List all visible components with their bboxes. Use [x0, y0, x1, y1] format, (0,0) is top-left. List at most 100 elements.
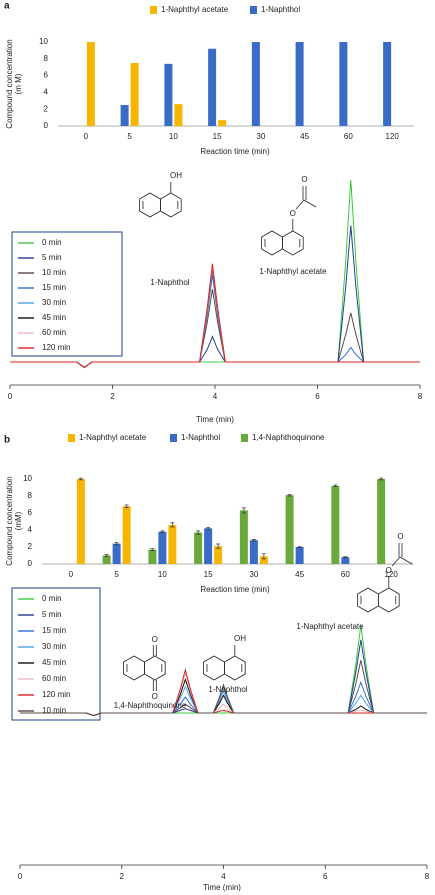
x-tick-label: 8: [425, 872, 430, 881]
x-tick-label: 4: [221, 872, 226, 881]
legend-label: 1-Naphthyl acetate: [161, 5, 229, 14]
bar: [76, 479, 85, 564]
bar: [251, 42, 260, 126]
x-tick-label: 30: [256, 132, 265, 141]
legend-label: 0 min: [42, 238, 62, 247]
y-tick-label: 0: [28, 559, 33, 568]
bar: [295, 42, 304, 126]
x-tick-label: 120: [385, 132, 399, 141]
legend-label: 15 min: [42, 283, 66, 292]
error-bar: [297, 546, 302, 548]
x-tick-label: 6: [323, 872, 328, 881]
error-bar: [216, 543, 221, 549]
molecule-bond: [295, 199, 305, 210]
legend-box: [11, 587, 101, 721]
error-bar: [78, 477, 83, 481]
error-bar: [150, 548, 155, 551]
molecule-ring: [144, 655, 166, 681]
legend-label: 30 min: [42, 642, 66, 651]
legend-label: 10 min: [42, 268, 66, 277]
legend-swatch: [250, 6, 257, 14]
legend-label: 1-Naphthol: [181, 433, 220, 442]
annotation: 1-Naphthyl acetate: [259, 267, 327, 276]
bar: [168, 524, 177, 564]
bar: [158, 531, 167, 564]
bar: [218, 120, 227, 126]
x-axis-label: Time (min): [196, 415, 234, 424]
bar: [122, 506, 131, 564]
y-tick-label: 6: [44, 71, 49, 80]
error-bar: [241, 507, 246, 514]
x-tick-label: 45: [295, 570, 304, 579]
y-axis-label: (mM): [14, 511, 23, 530]
molecule-bond: [303, 199, 317, 208]
x-tick-label: 6: [315, 392, 320, 401]
legend-swatch: [68, 434, 75, 442]
trace: [10, 263, 420, 369]
x-tick-label: 0: [18, 872, 23, 881]
error-bar: [251, 539, 256, 542]
molecule-ring: [378, 587, 400, 613]
panel-label: a: [4, 1, 10, 12]
atom-label: O: [152, 635, 158, 644]
x-tick-label: 2: [120, 872, 125, 881]
error-bar: [196, 530, 201, 535]
error-bar: [343, 556, 348, 558]
molecule-bond: [399, 556, 413, 565]
error-bar: [104, 554, 109, 557]
legend-label: 10 min: [42, 706, 66, 715]
atom-label: O: [386, 566, 392, 575]
y-tick-label: 6: [28, 508, 33, 517]
legend-swatch: [150, 6, 157, 14]
error-bar: [333, 484, 338, 487]
legend-box: [11, 231, 123, 357]
x-tick-label: 45: [300, 132, 309, 141]
bar: [102, 555, 111, 564]
y-axis-label: Compound concentration: [5, 39, 14, 128]
atom-label: O: [397, 532, 403, 541]
legend-label: 1,4-Naphthoquinone: [252, 433, 325, 442]
trace: [20, 660, 427, 717]
legend-label: 45 min: [42, 658, 66, 667]
bar: [295, 547, 304, 564]
y-tick-label: 8: [44, 54, 49, 63]
x-tick-label: 4: [213, 392, 218, 401]
bar: [239, 510, 248, 564]
x-tick-label: 10: [169, 132, 178, 141]
x-tick-label: 60: [341, 570, 350, 579]
error-bar: [206, 527, 211, 530]
panel-label: b: [4, 435, 10, 446]
bar: [331, 485, 340, 564]
x-axis-label: Reaction time (min): [200, 147, 270, 156]
legend-label: 5 min: [42, 610, 62, 619]
legend-label: 15 min: [42, 626, 66, 635]
annotation: 1,4-Naphthoquinone: [114, 701, 187, 710]
legend-label: 0 min: [42, 594, 62, 603]
bar: [214, 546, 223, 564]
bar: [120, 105, 129, 126]
y-tick-label: 0: [44, 121, 49, 130]
x-tick-label: 30: [249, 570, 258, 579]
legend-swatch: [170, 434, 177, 442]
error-bar: [379, 477, 384, 481]
error-bar: [170, 522, 175, 528]
error-bar: [114, 541, 119, 546]
bar: [174, 104, 183, 126]
legend-label: 45 min: [42, 313, 66, 322]
annotation: 1-Naphthyl acetate: [296, 622, 364, 631]
atom-label: O: [301, 175, 307, 184]
x-tick-label: 120: [384, 570, 398, 579]
atom-label: O: [290, 209, 296, 218]
bar: [148, 549, 157, 564]
y-tick-label: 2: [44, 104, 49, 113]
bar: [204, 528, 213, 564]
legend-label: 120 min: [42, 690, 70, 699]
atom-label: OH: [170, 171, 182, 180]
x-tick-label: 0: [69, 570, 74, 579]
x-tick-label: 10: [158, 570, 167, 579]
x-tick-label: 5: [114, 570, 119, 579]
x-tick-label: 15: [204, 570, 213, 579]
bar: [208, 48, 217, 126]
legend-label: 1-Naphthyl acetate: [79, 433, 147, 442]
